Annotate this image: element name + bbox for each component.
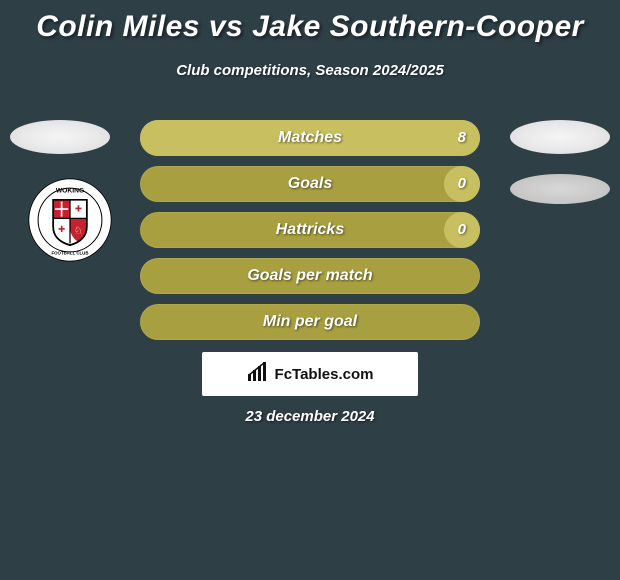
- stat-row: Goals0: [140, 166, 480, 202]
- stat-label: Matches: [140, 120, 480, 156]
- player-right-club-placeholder: [510, 174, 610, 204]
- stat-row: Matches8: [140, 120, 480, 156]
- date-text: 23 december 2024: [0, 408, 620, 425]
- brand-badge: FcTables.com: [202, 352, 418, 396]
- stat-value-right: 8: [458, 120, 466, 156]
- svg-text:♘: ♘: [74, 225, 83, 236]
- page-title: Colin Miles vs Jake Southern-Cooper: [0, 0, 620, 44]
- player-left-avatar-placeholder: [10, 120, 110, 154]
- svg-text:✚: ✚: [58, 224, 65, 234]
- player-left-club-badge: WOKING FOOTBALL CLUB ✚ ✚ ♘: [28, 178, 112, 262]
- page-subtitle: Club competitions, Season 2024/2025: [0, 62, 620, 79]
- svg-text:WOKING: WOKING: [56, 187, 84, 194]
- comparison-chart: Matches8Goals0Hattricks0Goals per matchM…: [140, 120, 480, 350]
- brand-text: FcTables.com: [275, 366, 374, 383]
- stat-value-right: 0: [458, 166, 466, 202]
- svg-text:✚: ✚: [75, 204, 82, 214]
- stat-label: Min per goal: [140, 304, 480, 340]
- stat-label: Goals: [140, 166, 480, 202]
- stat-row: Hattricks0: [140, 212, 480, 248]
- stat-row: Min per goal: [140, 304, 480, 340]
- stat-row: Goals per match: [140, 258, 480, 294]
- stat-label: Goals per match: [140, 258, 480, 294]
- stat-value-right: 0: [458, 212, 466, 248]
- brand-chart-icon: [247, 362, 269, 387]
- svg-text:FOOTBALL CLUB: FOOTBALL CLUB: [52, 250, 89, 255]
- player-right-avatar-placeholder: [510, 120, 610, 154]
- stat-label: Hattricks: [140, 212, 480, 248]
